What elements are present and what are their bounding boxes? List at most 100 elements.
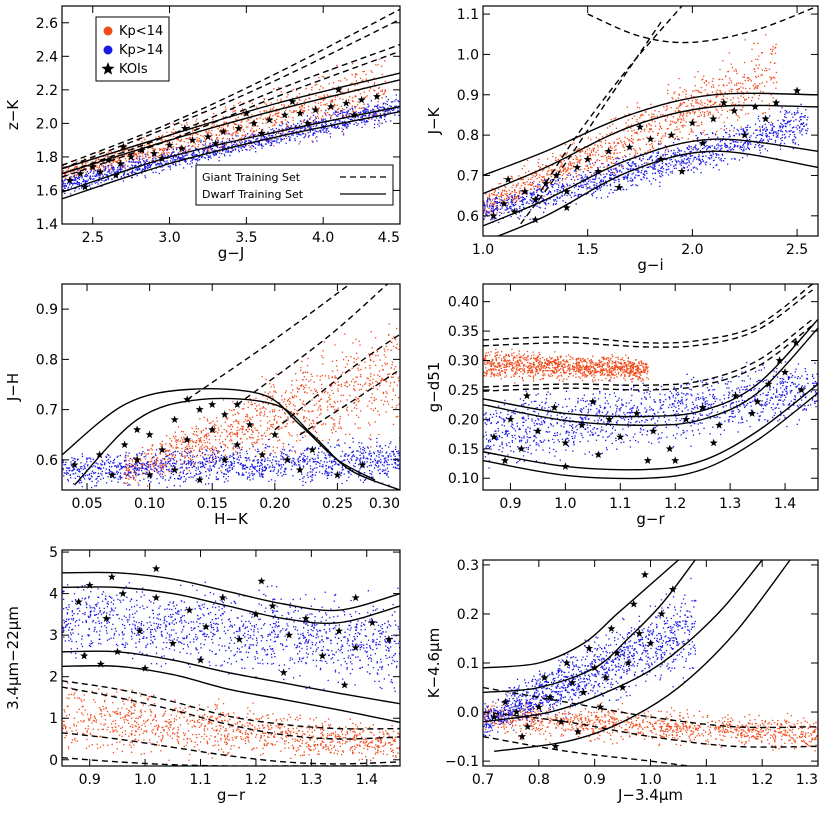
data-dot: [172, 148, 174, 150]
data-dot: [221, 127, 223, 129]
data-dot: [712, 78, 714, 80]
data-dot: [324, 127, 326, 130]
koi-star: [740, 130, 749, 139]
data-dot: [533, 188, 535, 190]
data-dot: [551, 185, 553, 188]
data-dot: [507, 198, 510, 201]
data-dot: [621, 186, 623, 188]
x-tick-label: 2.5: [786, 242, 808, 258]
data-dot: [638, 174, 640, 177]
data-dot: [363, 70, 365, 73]
data-dot: [772, 97, 774, 99]
data-dot: [387, 107, 389, 109]
data-dot: [644, 128, 646, 130]
data-dot: [627, 180, 629, 182]
data-dot: [377, 104, 379, 106]
data-dot: [494, 189, 496, 191]
data-dot: [514, 196, 516, 198]
data-dot: [683, 158, 686, 160]
data-dot: [655, 159, 657, 162]
data-dot: [219, 130, 221, 133]
data-dot: [717, 147, 719, 149]
data-dot: [170, 157, 172, 160]
data-dot: [715, 134, 717, 136]
data-dot: [498, 188, 500, 190]
data-dot: [171, 154, 173, 156]
data-dot: [255, 139, 257, 141]
data-dot: [89, 175, 91, 177]
data-dot: [522, 204, 524, 206]
data-dot: [578, 174, 580, 176]
data-dot: [236, 131, 238, 134]
data-dot: [208, 156, 211, 158]
data-dot: [364, 109, 366, 111]
data-dot: [722, 98, 724, 100]
data-dot: [136, 155, 139, 157]
data-dot: [370, 110, 372, 112]
data-dot: [781, 134, 784, 136]
data-dot: [696, 102, 699, 104]
data-dot: [492, 207, 494, 209]
data-dot: [536, 189, 539, 191]
data-dot: [640, 160, 642, 162]
data-dot: [97, 169, 99, 171]
data-dot: [349, 102, 351, 105]
data-dot: [208, 150, 210, 152]
data-dot: [143, 145, 146, 147]
data-dot: [666, 108, 668, 110]
data-dot: [762, 129, 764, 131]
data-dot: [141, 140, 143, 143]
data-dot: [132, 173, 134, 175]
data-dot: [89, 178, 92, 181]
data-dot: [110, 163, 112, 165]
data-dot: [570, 156, 573, 158]
data-dot: [639, 107, 641, 109]
data-dot: [732, 141, 735, 143]
data-dot: [317, 102, 320, 104]
data-dot: [163, 153, 165, 155]
data-dot: [777, 136, 779, 138]
data-dot: [755, 129, 757, 131]
data-dot: [132, 160, 134, 162]
data-dot: [513, 197, 515, 199]
data-dot: [511, 191, 513, 193]
data-dot: [103, 180, 105, 182]
data-dot: [513, 194, 516, 196]
data-dot: [89, 171, 92, 173]
data-dot: [565, 154, 567, 156]
data-dot: [80, 175, 82, 178]
data-dot: [754, 83, 756, 85]
data-dot: [629, 159, 631, 162]
data-dot: [286, 126, 288, 128]
data-dot: [292, 412, 294, 414]
data-dot: [181, 154, 184, 156]
data-dot: [111, 171, 113, 173]
data-dot: [354, 84, 356, 86]
koi-star: [499, 199, 508, 208]
data-dot: [74, 177, 77, 179]
data-dot: [491, 188, 494, 190]
data-dot: [555, 159, 557, 162]
data-dot: [766, 69, 768, 72]
data-dot: [744, 79, 746, 82]
data-dot: [670, 120, 672, 122]
data-dot: [747, 132, 749, 134]
data-dot: [720, 127, 722, 130]
data-dot: [536, 191, 538, 193]
data-dot: [299, 107, 301, 109]
data-dot: [264, 117, 267, 119]
data-dot: [203, 137, 206, 139]
data-dot: [228, 132, 230, 135]
data-dot: [333, 112, 335, 114]
data-dot: [272, 140, 274, 142]
data-dot: [787, 112, 789, 114]
data-dot: [209, 145, 211, 147]
data-dot: [761, 140, 763, 142]
data-dot: [231, 133, 234, 135]
data-dot: [779, 111, 782, 113]
data-dot: [702, 160, 705, 162]
data-dot: [593, 147, 595, 150]
data-dot: [382, 106, 384, 108]
data-dot: [63, 187, 66, 189]
panel-1: 2.5 3.0 3.5 4.0 4.51.41.61.82.02.22.42.6g−Jz…: [4, 5, 401, 262]
